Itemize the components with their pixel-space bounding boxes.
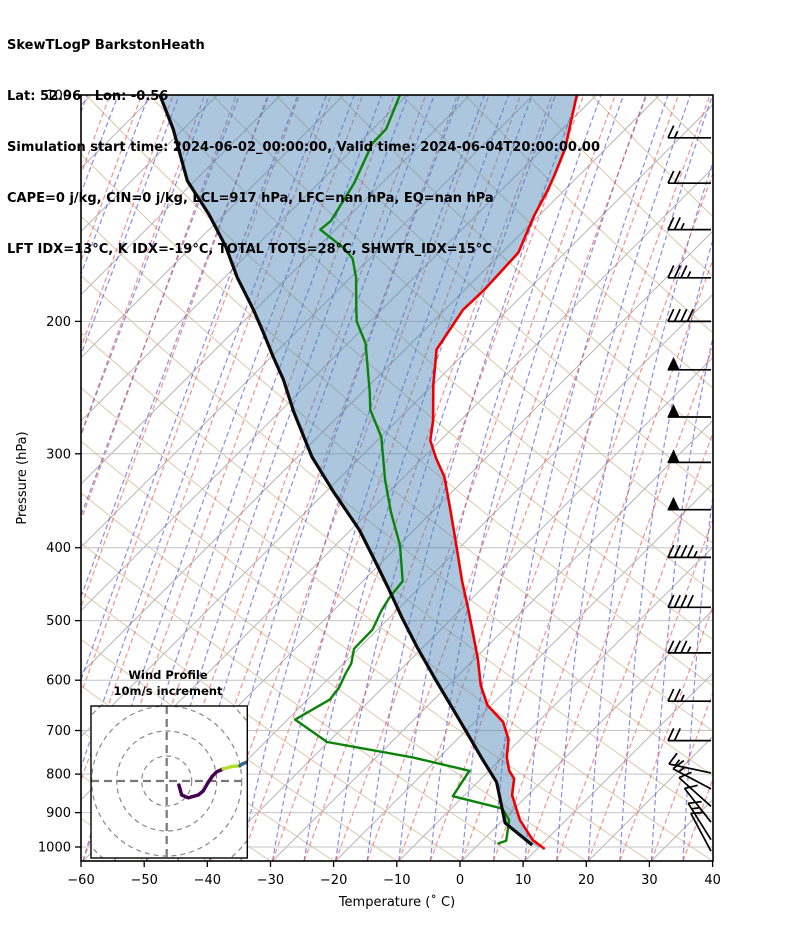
- wind-barb: [678, 771, 712, 808]
- x-tick-label: −40: [194, 873, 221, 888]
- wind-barb: [667, 125, 711, 139]
- x-axis-label: Temperature (˚ C): [338, 894, 455, 910]
- y-tick-label: 100: [46, 89, 71, 104]
- y-axis-label: Pressure (hPa): [15, 431, 30, 524]
- wind-barb: [667, 217, 711, 231]
- location-line: Lat: 52.96 Lon: -0.56: [7, 89, 169, 104]
- y-tick-label: 200: [46, 315, 71, 330]
- figure-title: SkewTLogP BarkstonHeath: [7, 38, 205, 53]
- barb-pennant: [667, 496, 680, 511]
- x-tick-label: −20: [320, 873, 347, 888]
- barb-pennant: [667, 356, 680, 371]
- wind-barb: [667, 308, 711, 323]
- x-tick-label: 10: [515, 873, 532, 888]
- y-tick-label: 700: [46, 724, 71, 739]
- wind-barb: [667, 688, 711, 703]
- figure-header: SkewTLogP BarkstonHeath Lat: 52.96 Lon: …: [7, 3, 600, 292]
- hodograph-title: Wind Profile: [128, 668, 208, 682]
- y-axis-ticks: 100 200 300 400 500 600 700 800 900 1000: [38, 89, 81, 856]
- y-tick-label: 800: [46, 768, 71, 783]
- wind-barbs: [667, 125, 712, 852]
- x-tick-label: −60: [67, 873, 94, 888]
- x-tick-label: 0: [456, 873, 464, 888]
- wind-barb: [690, 811, 712, 852]
- y-tick-label: 500: [46, 614, 71, 629]
- generated-plot-layers: −60 −50 −40 −30 −20 −10 0 10 20 30 40 100 200 300 400 5…: [38, 89, 721, 889]
- y-tick-label: 1000: [38, 841, 71, 856]
- hodograph-border: [90, 705, 249, 859]
- hodograph-trace-segment: [177, 767, 225, 800]
- x-tick-label: 20: [578, 873, 595, 888]
- wind-barb: [667, 594, 711, 609]
- index-line: LFT IDX=13°C, K IDX=-19°C, TOTAL TOTS=28…: [7, 242, 492, 257]
- parcel-curve: [158, 95, 534, 847]
- y-tick-label: 900: [46, 806, 71, 821]
- y-tick-label: 600: [46, 674, 71, 689]
- wind-barb: [667, 544, 711, 559]
- wind-barb: [672, 759, 712, 790]
- x-tick-label: −50: [130, 873, 157, 888]
- wind-barb: [667, 640, 711, 654]
- cape-line: CAPE=0 j/kg, CIN=0 j/kg, LCL=917 hPa, LF…: [7, 191, 494, 206]
- y-tick-label: 300: [46, 447, 71, 462]
- y-tick-label: 400: [46, 541, 71, 556]
- wind-barb: [667, 728, 711, 742]
- hodograph-inset: [90, 705, 249, 859]
- x-tick-label: −10: [383, 873, 410, 888]
- hodograph-subtitle: 10m/s increment: [114, 684, 223, 698]
- time-line: Simulation start time: 2024-06-02_00:00:…: [7, 140, 600, 155]
- temperature-curve: [429, 95, 579, 851]
- x-axis-ticks: −60 −50 −40 −30 −20 −10 0 10 20 30 40: [67, 861, 721, 888]
- wind-barb: [687, 800, 712, 841]
- wind-barb: [667, 170, 711, 185]
- dewpoint-curve: [293, 95, 511, 845]
- hodograph-rings: [91, 706, 248, 858]
- hodograph-trace-segment: [221, 764, 242, 771]
- shaded-area: [159, 95, 577, 849]
- x-tick-label: 40: [704, 873, 721, 888]
- x-tick-label: 30: [641, 873, 658, 888]
- wind-barb: [667, 265, 711, 279]
- wind-barb: [683, 784, 712, 823]
- x-tick-label: −30: [257, 873, 284, 888]
